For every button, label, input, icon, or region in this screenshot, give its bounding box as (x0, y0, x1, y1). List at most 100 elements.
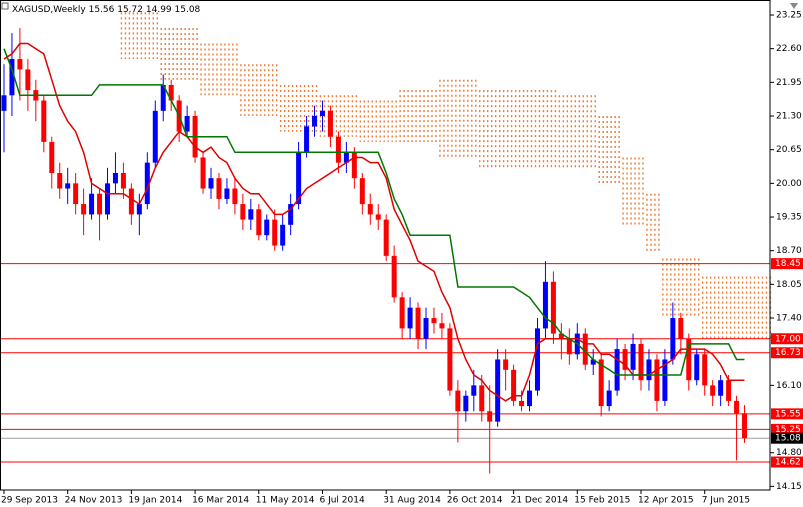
candle-body (359, 178, 365, 205)
candle-body (415, 307, 421, 339)
candle-body (9, 59, 15, 96)
indicator-line (3, 42, 745, 402)
candle-body (184, 116, 190, 132)
scroll-icon[interactable] (790, 3, 798, 9)
candle-body (606, 390, 612, 407)
candle-body (598, 359, 604, 407)
x-tick-label: 21 Dec 2014 (511, 496, 569, 506)
candle-body (479, 385, 485, 412)
high-value: 15.72 (117, 5, 143, 15)
close-value: 15.08 (175, 5, 201, 15)
candle-body (112, 173, 118, 184)
candle-body (566, 338, 572, 355)
candle-body (582, 333, 588, 365)
level-label: 16.73 (775, 348, 801, 358)
candle-body (319, 110, 325, 117)
candle-body (312, 116, 318, 127)
candle-body (391, 255, 397, 298)
candle-body (686, 338, 692, 381)
plot-area (0, 12, 772, 474)
candle-body (630, 343, 636, 370)
candle-body (168, 84, 174, 101)
candle-body (343, 152, 349, 163)
candle-body (97, 193, 103, 215)
x-tick-label: 15 Feb 2015 (574, 496, 630, 506)
y-tick-label: 17.40 (776, 314, 802, 324)
candle-body (742, 413, 748, 439)
candle-body (702, 354, 708, 386)
candle-body (49, 141, 55, 174)
candle-body (136, 204, 142, 215)
candle-body (160, 84, 166, 111)
y-tick-label: 21.30 (776, 112, 802, 122)
low-value: 14.99 (146, 5, 172, 15)
candle-body (534, 328, 540, 391)
x-tick-label: 6 Jul 2014 (319, 496, 364, 506)
candle-body (542, 281, 548, 329)
candle-body (638, 343, 644, 381)
candle-body (208, 178, 214, 189)
candle-body (288, 204, 294, 225)
candle-body (25, 69, 31, 91)
chart-header: XAGUSD,Weekly 15.56 15.72 14.99 15.08 (12, 5, 201, 15)
level-tag (771, 258, 803, 270)
candle-body (455, 390, 461, 412)
plot-frame (0, 0, 771, 491)
candle-body (65, 183, 71, 189)
level-tag (771, 456, 803, 468)
x-tick-label: 26 Oct 2014 (447, 496, 503, 506)
y-tick-label: 18.05 (776, 280, 802, 290)
y-tick-label: 18.70 (776, 246, 802, 256)
candle-body (447, 328, 453, 391)
candle-body (726, 380, 732, 401)
candle-body (734, 400, 740, 414)
candle-body (1, 95, 7, 111)
candle-body (590, 359, 596, 365)
candle-body (511, 369, 517, 401)
candle-body (104, 183, 110, 215)
open-value: 15.56 (89, 5, 115, 15)
candle-body (487, 411, 493, 422)
symbol: XAGUSD,Weekly (12, 5, 86, 15)
candle-body (128, 188, 134, 215)
candle-body (280, 224, 286, 246)
candle-body (471, 385, 477, 396)
y-tick-label: 14.15 (776, 482, 802, 492)
candle-body (622, 349, 628, 370)
level-tag (771, 347, 803, 359)
candle-body (17, 59, 23, 70)
price-tag (771, 432, 803, 444)
candle-body (232, 188, 238, 205)
menu-icon[interactable] (1, 2, 9, 10)
candle-body (367, 204, 373, 215)
candle-body (718, 380, 724, 396)
y-tick-label: 23.25 (776, 11, 802, 21)
candle-body (264, 219, 270, 236)
level-label: 18.45 (775, 259, 801, 269)
candle-body (527, 390, 533, 407)
candle-body (558, 333, 564, 339)
candle-body (152, 110, 158, 163)
candle-body (550, 281, 556, 334)
y-tick-label: 21.95 (776, 78, 802, 88)
candle-body (41, 100, 47, 142)
price-label: 15.08 (775, 434, 801, 444)
y-tick-label: 16.10 (776, 381, 802, 391)
candle-body (431, 318, 437, 324)
candle-body (439, 323, 445, 329)
x-tick-label: 29 Sep 2013 (1, 496, 58, 506)
level-tag (771, 333, 803, 345)
candle-body (710, 385, 716, 396)
candle-body (463, 395, 469, 412)
candle-body (503, 359, 509, 370)
candle-body (240, 204, 246, 220)
level-tag (771, 408, 803, 420)
y-tick-label: 22.60 (776, 44, 802, 54)
candle-body (57, 173, 63, 189)
y-tick-label: 19.35 (776, 213, 802, 223)
candle-body (335, 136, 341, 163)
x-tick-label: 11 May 2014 (256, 496, 315, 506)
candle-body (351, 152, 357, 179)
